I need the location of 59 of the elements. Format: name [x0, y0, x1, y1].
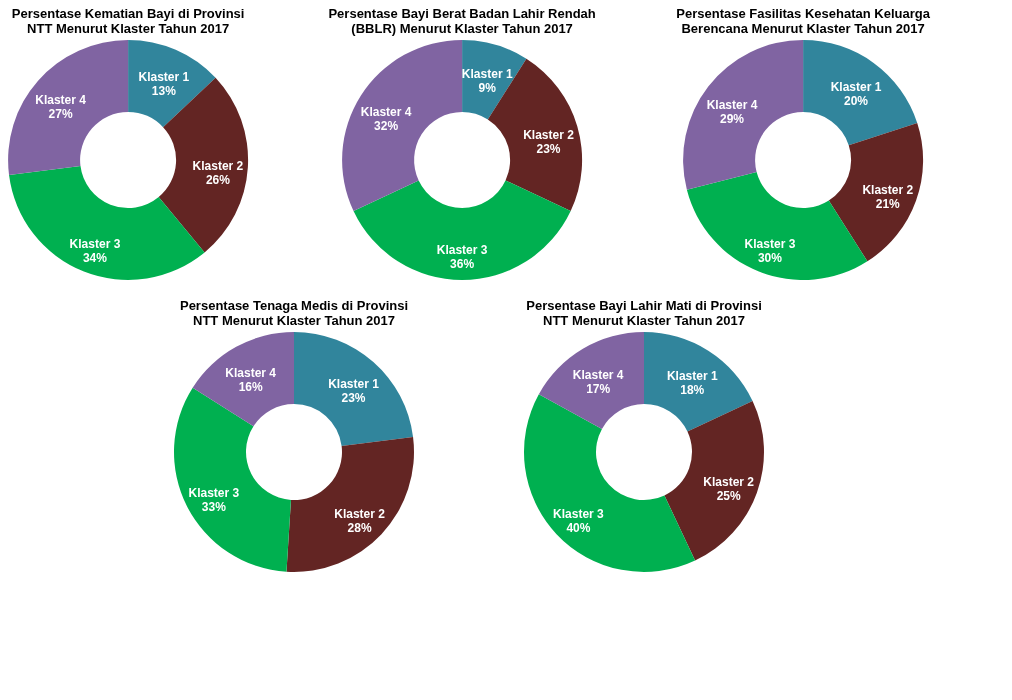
slice-label: Klaster 1	[328, 377, 380, 392]
donut-slice	[803, 40, 918, 146]
slice-label: Klaster 1	[666, 369, 718, 384]
data-label: 28%	[347, 520, 372, 535]
data-label: 17%	[586, 381, 611, 396]
data-label: 30%	[757, 250, 783, 265]
slice-label: Klaster 2	[703, 475, 755, 490]
slice-label: Klaster 2	[523, 127, 575, 142]
chart-title: Persentase Kematian Bayi di Provinsi NTT Menurut Klaster Tahun 2017	[11, 6, 245, 36]
data-label: 9%	[478, 80, 497, 95]
donut-slice	[294, 332, 414, 446]
data-label: 33%	[201, 499, 227, 514]
donut-slice	[524, 394, 696, 572]
slice-label: Klaster 4	[35, 93, 87, 108]
donut-slice	[286, 436, 414, 572]
slice-label: Klaster 1	[461, 66, 513, 81]
chart-title: Persentase Bayi Lahir Mati di Provinsi NTT Menurut Klaster Tahun 2017	[526, 298, 762, 328]
data-label: 40%	[566, 520, 591, 535]
donut-slice	[342, 40, 463, 212]
donut-slice	[353, 180, 571, 280]
donut-slice	[664, 400, 764, 561]
donut-slice	[192, 332, 294, 427]
donut-slice	[128, 40, 216, 128]
donut-slice	[683, 40, 804, 190]
slice-label: Klaster 2	[192, 158, 244, 173]
slice-label: Klaster 4	[572, 367, 624, 382]
data-label: 32%	[374, 118, 399, 133]
slice-label: Klaster 3	[436, 243, 488, 257]
slice-label: Klaster 4	[225, 366, 277, 381]
data-label: 16%	[238, 380, 263, 395]
donut-slice	[538, 332, 644, 429]
data-label: 23%	[536, 141, 561, 156]
chart-title: Persentase Fasilitas Kesehatan Keluarga Berencana Menurut Klaster Tahun 2017	[676, 6, 931, 36]
donut-slice	[644, 332, 753, 432]
chart-title: Persentase Bayi Berat Badan Lahir Rendah (BBLR) Menurut Klaster Tahun 2017	[328, 6, 596, 36]
slice-label: Klaster 3	[744, 236, 796, 251]
data-label: 20%	[843, 94, 869, 109]
slice-label: Klaster 1	[830, 80, 882, 95]
data-label: 26%	[205, 172, 231, 187]
slice-label: Klaster 3	[69, 236, 121, 251]
slice-label: Klaster 4	[706, 97, 758, 112]
data-label: 13%	[151, 84, 177, 99]
donut-slice	[828, 122, 923, 262]
data-label: 18%	[680, 383, 705, 398]
slice-label: Klaster 4	[360, 104, 412, 119]
slice-label: Klaster 1	[138, 70, 190, 85]
slice-label: Klaster 2	[334, 506, 386, 521]
data-label: 25%	[716, 489, 742, 504]
data-label: 29%	[719, 111, 745, 126]
slice-label: Klaster 3	[188, 485, 240, 500]
data-label: 27%	[48, 107, 73, 122]
slice-label: Klaster 3	[553, 506, 605, 521]
data-label: 23%	[341, 391, 366, 406]
data-label: 21%	[875, 197, 901, 212]
chart-title: Persentase Tenaga Medis di Provinsi NTT Menurut Klaster Tahun 2017	[179, 298, 409, 328]
data-label: 34%	[82, 250, 108, 265]
donut-slice	[8, 40, 129, 176]
data-label: 36%	[450, 257, 475, 271]
slice-label: Klaster 2	[862, 183, 914, 198]
